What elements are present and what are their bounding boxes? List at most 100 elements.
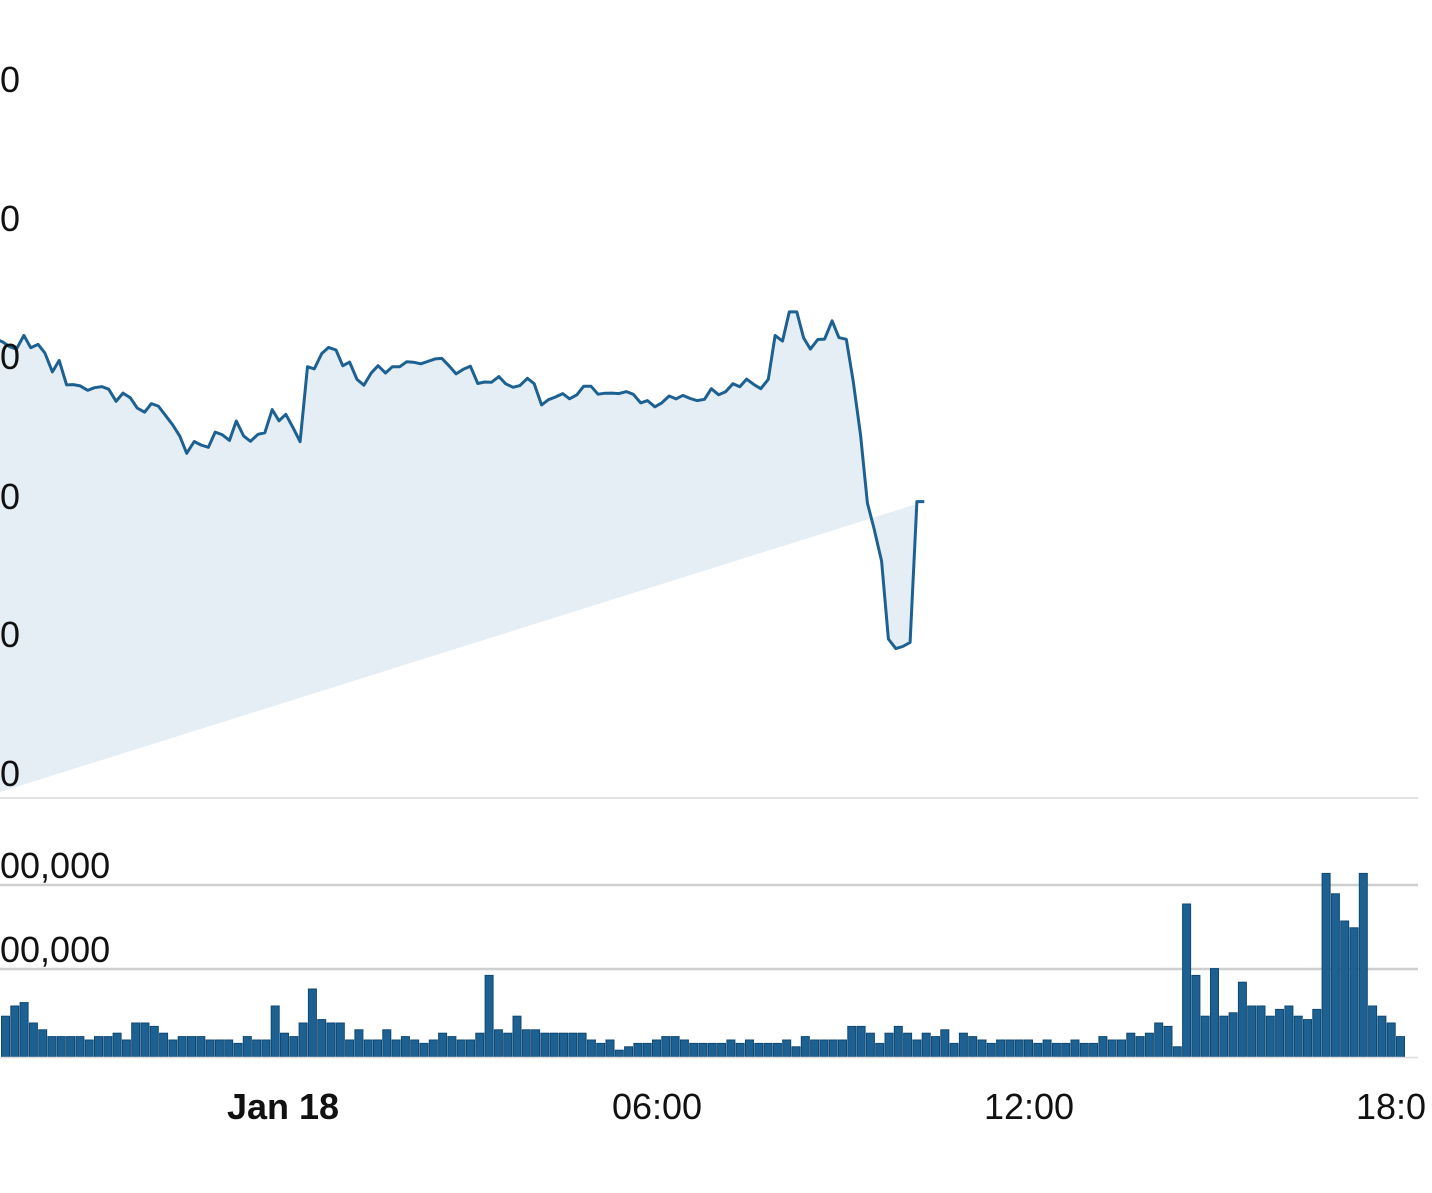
volume-bar bbox=[270, 1005, 280, 1058]
price-y-tick-label: 0 bbox=[0, 614, 20, 655]
volume-bar bbox=[335, 1022, 345, 1058]
volume-bar bbox=[1172, 1046, 1182, 1058]
price-y-axis: 0 0 0 0 0 0 bbox=[0, 59, 20, 794]
volume-bar bbox=[735, 1042, 745, 1058]
volume-bar bbox=[187, 1036, 196, 1058]
volume-bar bbox=[75, 1036, 85, 1058]
volume-bar bbox=[345, 1039, 355, 1058]
price-panel bbox=[0, 310, 1418, 799]
volume-bar bbox=[754, 1042, 764, 1058]
volume-bar bbox=[140, 1022, 150, 1058]
volume-bar bbox=[56, 1036, 66, 1058]
volume-bar bbox=[1368, 1005, 1378, 1058]
price-y-tick-label: 0 bbox=[0, 198, 20, 239]
volume-bar bbox=[531, 1029, 541, 1058]
volume-bar bbox=[996, 1039, 1006, 1058]
price-series-line bbox=[0, 310, 925, 651]
volume-bar bbox=[707, 1042, 717, 1058]
volume-bar bbox=[986, 1042, 996, 1058]
volume-bar bbox=[1042, 1039, 1052, 1058]
volume-bar bbox=[1237, 981, 1247, 1058]
time-x-axis: Jan 18 06:00 12:00 18:0 bbox=[227, 1086, 1426, 1127]
volume-bar bbox=[1200, 1015, 1210, 1058]
volume-bar bbox=[493, 1029, 503, 1058]
volume-bar bbox=[977, 1039, 987, 1058]
volume-bar bbox=[1265, 1015, 1275, 1058]
volume-bar bbox=[456, 1039, 466, 1058]
volume-bar bbox=[410, 1039, 420, 1058]
volume-bar bbox=[1163, 1025, 1173, 1058]
volume-bar bbox=[1014, 1039, 1024, 1058]
volume-bar bbox=[512, 1015, 522, 1058]
volume-bar bbox=[865, 1032, 875, 1058]
volume-bar bbox=[1358, 872, 1368, 1058]
volume-bar bbox=[810, 1039, 820, 1058]
volume-bar bbox=[103, 1036, 113, 1058]
volume-bar bbox=[800, 1036, 810, 1058]
volume-bar bbox=[503, 1032, 513, 1058]
volume-bar bbox=[791, 1046, 801, 1058]
volume-bar bbox=[1051, 1042, 1061, 1058]
volume-bar bbox=[307, 988, 317, 1058]
volume-bar bbox=[1117, 1039, 1126, 1058]
volume-bar bbox=[289, 1036, 299, 1058]
volume-bar bbox=[447, 1036, 457, 1058]
volume-bar bbox=[624, 1046, 634, 1058]
volume-bar bbox=[1154, 1022, 1164, 1058]
volume-bar bbox=[214, 1039, 224, 1058]
x-tick-label: Jan 18 bbox=[227, 1086, 339, 1127]
volume-bar bbox=[419, 1042, 429, 1058]
volume-bar bbox=[1284, 1005, 1294, 1058]
volume-bar bbox=[717, 1042, 727, 1058]
volume-bar bbox=[1386, 1022, 1396, 1058]
volume-bar bbox=[1005, 1039, 1015, 1058]
volume-bar bbox=[1340, 920, 1350, 1058]
volume-bar bbox=[828, 1039, 838, 1058]
volume-bar bbox=[745, 1039, 754, 1058]
volume-panel bbox=[0, 872, 1418, 1059]
volume-bar bbox=[10, 1005, 20, 1058]
price-y-tick-label: 0 bbox=[0, 753, 20, 794]
volume-bar bbox=[838, 1039, 847, 1058]
volume-bar bbox=[242, 1036, 252, 1058]
volume-bar bbox=[1182, 903, 1192, 1058]
volume-bar bbox=[577, 1032, 587, 1058]
volume-bar bbox=[1275, 1008, 1285, 1058]
volume-bar bbox=[121, 1039, 131, 1058]
price-area-fill bbox=[0, 311, 925, 792]
volume-bar bbox=[196, 1036, 206, 1058]
volume-bars bbox=[1, 872, 1405, 1058]
volume-bar bbox=[438, 1032, 448, 1058]
volume-bar bbox=[1033, 1042, 1043, 1058]
volume-bar bbox=[1228, 1012, 1238, 1058]
volume-bar bbox=[47, 1036, 57, 1058]
volume-bar bbox=[159, 1032, 169, 1058]
volume-bar bbox=[856, 1025, 866, 1058]
volume-bar bbox=[1191, 974, 1201, 1058]
volume-bar bbox=[1126, 1032, 1136, 1058]
volume-y-axis: 00,000 00,000 bbox=[0, 845, 110, 970]
volume-bar bbox=[921, 1032, 931, 1058]
volume-bar bbox=[475, 1032, 485, 1058]
volume-y-tick-label: 00,000 bbox=[0, 929, 110, 970]
volume-bar bbox=[931, 1036, 940, 1058]
volume-bar bbox=[652, 1039, 661, 1058]
volume-bar bbox=[298, 1022, 308, 1058]
volume-bar bbox=[540, 1032, 550, 1058]
volume-bar bbox=[763, 1042, 773, 1058]
volume-bar bbox=[689, 1042, 699, 1058]
volume-bar bbox=[131, 1022, 141, 1058]
volume-bar bbox=[84, 1039, 94, 1058]
volume-bar bbox=[903, 1032, 913, 1058]
x-tick-label: 06:00 bbox=[612, 1086, 702, 1127]
volume-bar bbox=[614, 1049, 624, 1058]
volume-bar bbox=[596, 1042, 606, 1058]
x-tick-label: 18:0 bbox=[1356, 1086, 1426, 1127]
volume-bar bbox=[149, 1025, 159, 1058]
volume-bar bbox=[958, 1032, 968, 1058]
volume-bar bbox=[400, 1036, 410, 1058]
volume-bar bbox=[1396, 1036, 1405, 1058]
volume-bar bbox=[354, 1029, 364, 1058]
volume-bar bbox=[391, 1039, 401, 1058]
